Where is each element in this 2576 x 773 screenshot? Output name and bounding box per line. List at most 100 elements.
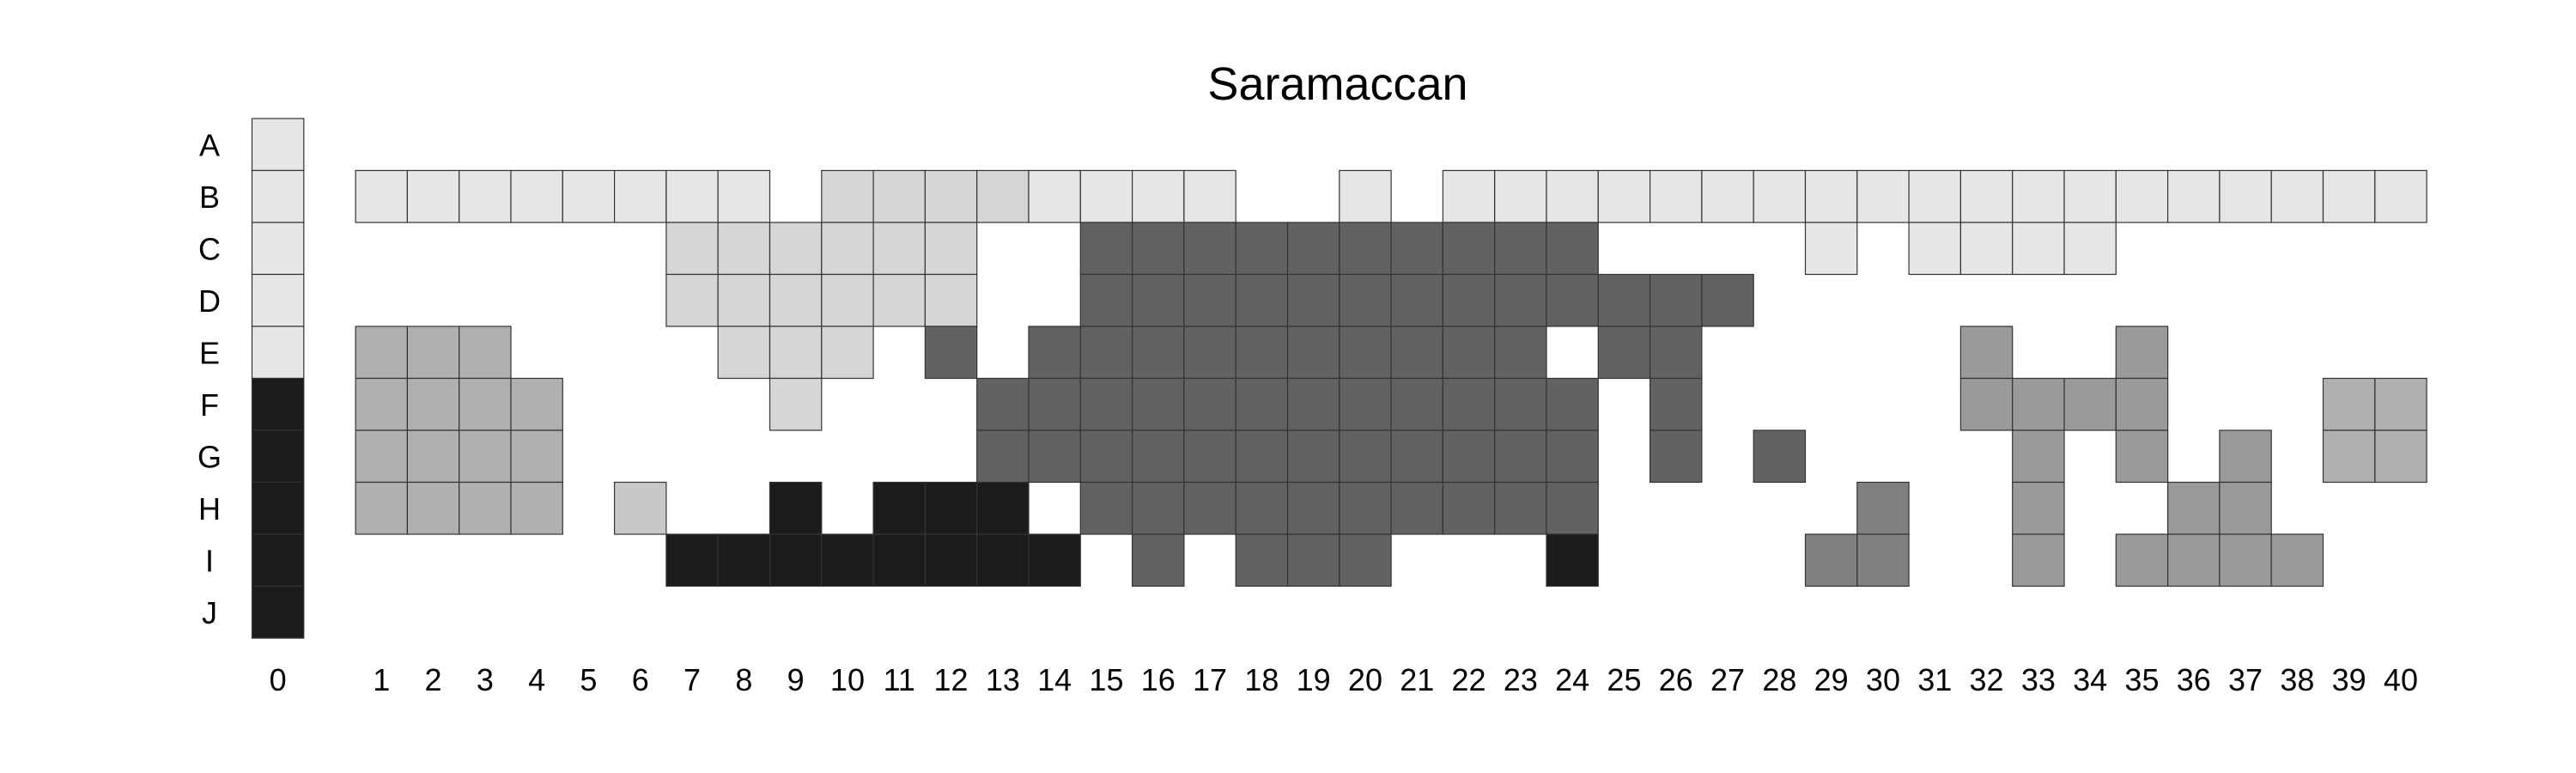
cell-H-18	[1235, 481, 1289, 535]
cell-I-9	[769, 533, 823, 587]
cell-F-24	[1546, 377, 1599, 431]
cell-I-10	[821, 533, 874, 587]
x-tick-label-7: 7	[683, 662, 701, 697]
cell-D-9	[769, 273, 823, 327]
x-tick-label-23: 23	[1504, 662, 1538, 697]
cell-C-11	[872, 222, 926, 276]
cell-H-37	[2219, 481, 2272, 535]
x-tick-label-10: 10	[830, 662, 865, 697]
cell-F-34	[2063, 377, 2117, 431]
x-tick-label-9: 9	[787, 662, 805, 697]
cell-D-18	[1235, 273, 1289, 327]
cell-C-17	[1183, 222, 1236, 276]
x-tick-label-8: 8	[735, 662, 752, 697]
x-tick-label-27: 27	[1710, 662, 1745, 697]
x-tick-label-17: 17	[1193, 662, 1227, 697]
x-tick-label-30: 30	[1866, 662, 1900, 697]
cell-B-6	[613, 169, 667, 223]
cell-D-19	[1286, 273, 1340, 327]
cell-E-17	[1183, 326, 1236, 380]
x-tick-label-12: 12	[934, 662, 969, 697]
cell-I-8	[717, 533, 771, 587]
x-tick-label-40: 40	[2384, 662, 2418, 697]
cell-H-2	[406, 481, 460, 535]
cell-G-37	[2219, 429, 2272, 484]
cell-C-16	[1131, 222, 1185, 276]
x-tick-label-13: 13	[986, 662, 1020, 697]
cell-G-2	[406, 429, 460, 484]
cell-H-24	[1546, 481, 1599, 535]
cell-J-0	[251, 585, 305, 639]
cell-F-17	[1183, 377, 1236, 431]
chart-title: Saramaccan	[1207, 58, 1467, 110]
cell-H-36	[2167, 481, 2221, 535]
x-tick-label-35: 35	[2124, 662, 2159, 697]
cell-G-35	[2115, 429, 2169, 484]
cell-B-23	[1494, 169, 1547, 223]
cell-E-0	[251, 326, 305, 380]
cell-B-12	[924, 169, 978, 223]
cell-I-33	[2012, 533, 2065, 587]
cell-E-2	[406, 326, 460, 380]
cell-G-20	[1339, 429, 1392, 484]
cell-I-37	[2219, 533, 2272, 587]
cell-G-15	[1079, 429, 1133, 484]
cell-H-17	[1183, 481, 1236, 535]
cell-I-24	[1546, 533, 1599, 587]
cell-F-35	[2115, 377, 2169, 431]
cell-F-1	[355, 377, 409, 431]
cell-D-12	[924, 273, 978, 327]
cell-E-8	[717, 326, 771, 380]
cell-I-16	[1131, 533, 1185, 587]
x-tick-label-25: 25	[1607, 662, 1641, 697]
y-tick-label-D: D	[198, 283, 221, 319]
cell-E-3	[459, 326, 512, 380]
cell-B-1	[355, 169, 409, 223]
cell-D-22	[1442, 273, 1496, 327]
cell-G-26	[1649, 429, 1703, 484]
cell-B-17	[1183, 169, 1236, 223]
cell-D-27	[1701, 273, 1754, 327]
cell-F-15	[1079, 377, 1133, 431]
cell-B-39	[2322, 169, 2376, 223]
cell-A-0	[251, 118, 305, 172]
cell-G-19	[1286, 429, 1340, 484]
x-tick-label-31: 31	[1917, 662, 1952, 697]
cell-E-21	[1390, 326, 1443, 380]
cell-G-14	[1028, 429, 1081, 484]
cell-D-15	[1079, 273, 1133, 327]
cell-E-32	[1959, 326, 2014, 380]
cell-H-0	[251, 481, 305, 535]
cell-E-10	[821, 326, 874, 380]
cell-F-16	[1131, 377, 1185, 431]
cell-C-8	[717, 222, 771, 276]
x-tick-label-24: 24	[1555, 662, 1589, 697]
cell-B-8	[717, 169, 771, 223]
cell-F-26	[1649, 377, 1703, 431]
cell-C-9	[769, 222, 823, 276]
x-tick-label-32: 32	[1970, 662, 2004, 697]
cell-B-28	[1753, 169, 1807, 223]
cell-H-16	[1131, 481, 1185, 535]
cell-G-33	[2012, 429, 2065, 484]
cell-B-11	[872, 169, 926, 223]
cell-F-19	[1286, 377, 1340, 431]
cell-B-26	[1649, 169, 1703, 223]
cell-D-24	[1546, 273, 1599, 327]
cell-B-33	[2012, 169, 2065, 223]
cell-B-13	[976, 169, 1030, 223]
cell-B-7	[665, 169, 719, 223]
x-tick-label-1: 1	[373, 662, 390, 697]
x-tick-label-37: 37	[2228, 662, 2263, 697]
cell-H-23	[1494, 481, 1547, 535]
cell-D-11	[872, 273, 926, 327]
cell-E-35	[2115, 326, 2169, 380]
cell-I-35	[2115, 533, 2169, 587]
cell-H-21	[1390, 481, 1443, 535]
cell-B-25	[1597, 169, 1651, 223]
cell-E-19	[1286, 326, 1340, 380]
cell-B-10	[821, 169, 874, 223]
cell-D-10	[821, 273, 874, 327]
